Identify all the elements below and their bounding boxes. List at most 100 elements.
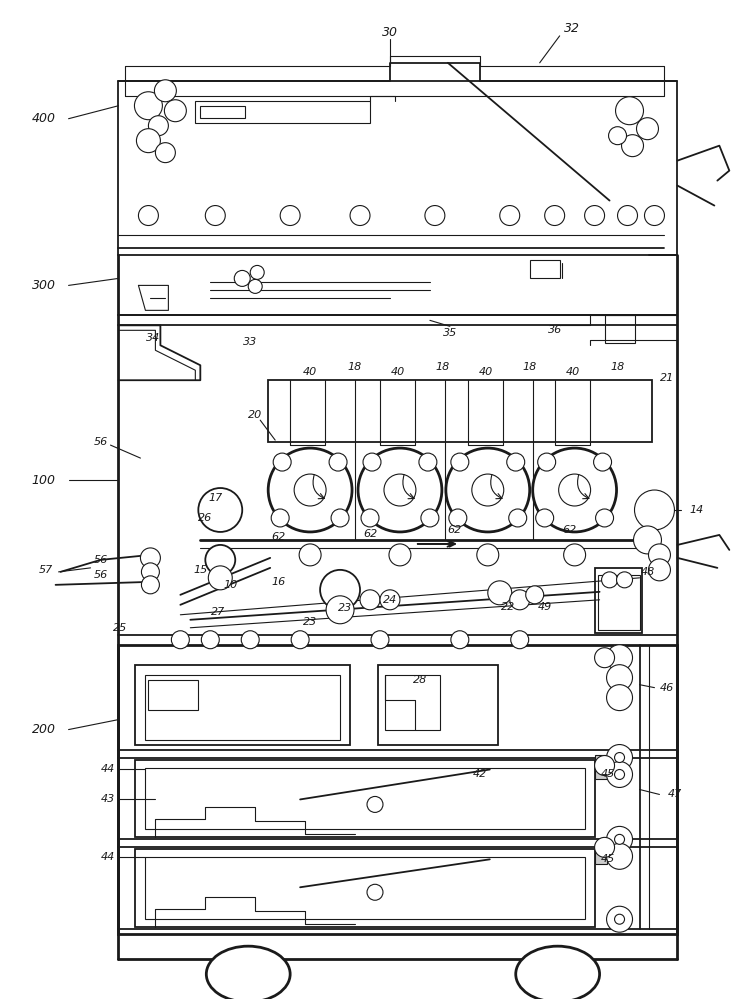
Circle shape [208, 566, 232, 590]
Text: 33: 33 [243, 337, 257, 347]
Circle shape [618, 206, 638, 226]
Circle shape [142, 563, 160, 581]
Text: 62: 62 [363, 529, 377, 539]
Bar [145, 675, 340, 740]
Circle shape [601, 572, 618, 588]
Circle shape [142, 576, 160, 594]
Circle shape [507, 453, 524, 471]
Circle shape [299, 544, 321, 566]
Text: 40: 40 [391, 367, 405, 377]
Text: 200: 200 [31, 723, 56, 736]
Text: 25: 25 [113, 623, 128, 633]
Circle shape [636, 118, 659, 140]
Text: 32: 32 [564, 22, 580, 35]
Circle shape [380, 590, 400, 610]
Text: 15: 15 [193, 565, 207, 575]
Text: 16: 16 [271, 577, 285, 587]
Text: 56: 56 [93, 437, 107, 447]
Bar [269, 380, 653, 442]
Circle shape [606, 685, 633, 711]
Text: 42: 42 [473, 769, 487, 779]
Circle shape [361, 509, 379, 527]
Text: 24: 24 [383, 595, 397, 605]
Text: 30: 30 [382, 26, 398, 39]
Text: 22: 22 [501, 602, 515, 612]
Circle shape [419, 453, 437, 471]
Circle shape [645, 206, 665, 226]
Text: 400: 400 [31, 112, 56, 125]
Circle shape [154, 80, 176, 102]
Text: 57: 57 [38, 565, 53, 575]
Bar [145, 857, 585, 919]
Bar [604, 315, 635, 343]
Circle shape [633, 526, 662, 554]
Circle shape [595, 837, 615, 857]
Circle shape [533, 448, 616, 532]
Circle shape [615, 769, 624, 779]
Circle shape [621, 135, 644, 157]
Circle shape [367, 796, 383, 812]
Text: 62: 62 [271, 532, 285, 542]
Circle shape [172, 631, 189, 649]
Bar [195, 101, 370, 123]
Circle shape [511, 631, 529, 649]
Circle shape [446, 448, 530, 532]
Bar [136, 849, 595, 927]
Circle shape [615, 914, 624, 924]
Circle shape [451, 631, 468, 649]
Circle shape [384, 474, 416, 506]
Circle shape [371, 631, 389, 649]
Circle shape [358, 448, 442, 532]
Circle shape [205, 206, 225, 226]
Circle shape [250, 265, 264, 279]
Circle shape [155, 143, 175, 163]
Bar [136, 665, 350, 745]
Circle shape [421, 509, 439, 527]
Circle shape [635, 490, 674, 530]
Circle shape [140, 548, 160, 568]
Bar [201, 106, 245, 118]
Circle shape [526, 586, 544, 604]
Text: 45: 45 [601, 854, 615, 864]
Circle shape [389, 544, 411, 566]
Text: 44: 44 [101, 764, 116, 774]
Text: 35: 35 [442, 328, 457, 338]
Text: 18: 18 [523, 362, 537, 372]
Circle shape [449, 509, 467, 527]
Circle shape [606, 745, 633, 770]
Text: 34: 34 [146, 333, 160, 343]
Circle shape [363, 453, 381, 471]
Circle shape [273, 453, 291, 471]
Text: 18: 18 [436, 362, 450, 372]
Text: 100: 100 [31, 474, 56, 487]
Circle shape [320, 570, 360, 610]
Circle shape [509, 509, 527, 527]
Circle shape [615, 753, 624, 763]
Text: 17: 17 [208, 493, 222, 503]
Bar [530, 260, 560, 278]
Circle shape [488, 581, 512, 605]
Circle shape [269, 448, 352, 532]
Text: 23: 23 [303, 617, 317, 627]
Circle shape [148, 116, 169, 136]
Bar [119, 645, 677, 934]
Bar [148, 680, 198, 710]
Bar [385, 675, 440, 730]
Ellipse shape [207, 946, 290, 1000]
Circle shape [272, 509, 289, 527]
Circle shape [331, 509, 349, 527]
Text: 47: 47 [668, 789, 682, 799]
Text: 36: 36 [548, 325, 562, 335]
Text: 56: 56 [93, 570, 107, 580]
Circle shape [595, 756, 615, 775]
Circle shape [615, 834, 624, 844]
Text: 49: 49 [538, 602, 552, 612]
Circle shape [134, 92, 163, 120]
Text: 40: 40 [479, 367, 493, 377]
Circle shape [606, 843, 633, 869]
Circle shape [367, 884, 383, 900]
Text: 21: 21 [660, 373, 674, 383]
Bar [595, 755, 606, 779]
Text: 10: 10 [223, 580, 237, 590]
Text: 62: 62 [448, 525, 462, 535]
